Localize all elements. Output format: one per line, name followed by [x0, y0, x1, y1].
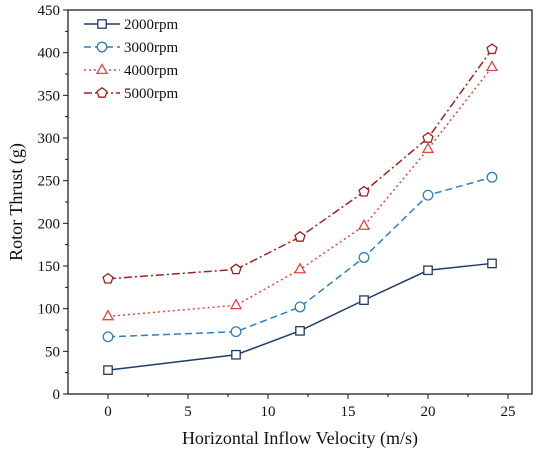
- y-tick-label: 450: [38, 3, 61, 19]
- legend-marker: [95, 63, 109, 75]
- legend-item-4000rpm: 4000rpm: [84, 63, 178, 79]
- data-point-5000rpm: [230, 263, 242, 275]
- legend: 2000rpm 3000rpm 4000rpm 5000rpm: [84, 17, 178, 102]
- data-point-4000rpm: [101, 309, 115, 321]
- legend-item-3000rpm: 3000rpm: [84, 40, 178, 56]
- series-5000rpm: [102, 43, 498, 284]
- series-4000rpm: [101, 60, 499, 321]
- y-tick-label: 250: [38, 174, 61, 190]
- data-point-4000rpm: [421, 142, 435, 154]
- series-line-2000rpm: [107, 262, 493, 371]
- data-point-3000rpm: [102, 331, 114, 343]
- y-tick-label: 300: [38, 131, 61, 147]
- data-point-5000rpm: [102, 272, 114, 284]
- legend-item-2000rpm: 2000rpm: [84, 17, 178, 33]
- data-point-3000rpm: [486, 171, 498, 183]
- legend-label: 5000rpm: [124, 86, 178, 102]
- data-point-2000rpm: [359, 295, 369, 305]
- x-tick-label: 15: [341, 404, 356, 420]
- x-tick-label: 20: [421, 404, 436, 420]
- data-point-5000rpm: [358, 185, 370, 197]
- data-point-5000rpm: [294, 230, 306, 242]
- legend-marker: [97, 19, 107, 29]
- legend-label: 2000rpm: [124, 17, 178, 33]
- series-layer: [101, 43, 499, 375]
- data-point-2000rpm: [423, 265, 433, 276]
- data-point-4000rpm: [485, 60, 499, 72]
- legend-marker: [96, 41, 108, 53]
- x-axis-title: Horizontal Inflow Velocity (m/s): [182, 428, 418, 449]
- y-tick-label: 100: [38, 302, 61, 318]
- x-tick-label: 10: [261, 404, 276, 420]
- data-point-3000rpm: [422, 189, 434, 201]
- data-point-2000rpm: [487, 258, 497, 269]
- y-axis: 0 50 100 150 200 250 300 350 400 450: [38, 3, 68, 403]
- y-tick-label: 350: [38, 88, 61, 104]
- legend-marker: [96, 86, 108, 98]
- y-tick-label: 200: [38, 216, 61, 232]
- data-point-4000rpm: [357, 218, 371, 230]
- data-point-4000rpm: [293, 262, 307, 274]
- data-point-3000rpm: [358, 252, 370, 263]
- y-tick-label: 150: [38, 259, 61, 275]
- x-axis: 0 5 10 15 20 25: [104, 394, 516, 420]
- series-2000rpm: [103, 258, 497, 375]
- data-point-5000rpm: [422, 131, 434, 143]
- data-point-2000rpm: [231, 349, 241, 360]
- data-point-3000rpm: [230, 326, 242, 338]
- series-line-4000rpm: [107, 66, 493, 318]
- y-axis-title: Rotor Thrust (g): [6, 143, 27, 261]
- legend-item-5000rpm: 5000rpm: [84, 86, 178, 102]
- series-line-3000rpm: [107, 176, 493, 338]
- series-3000rpm: [102, 171, 498, 343]
- x-tick-label: 0: [104, 404, 112, 420]
- data-point-3000rpm: [294, 301, 306, 313]
- series-line-5000rpm: [107, 48, 493, 280]
- data-point-5000rpm: [486, 43, 498, 55]
- data-point-2000rpm: [103, 365, 113, 375]
- legend-label: 3000rpm: [124, 40, 178, 56]
- legend-label: 4000rpm: [124, 63, 178, 79]
- data-point-2000rpm: [295, 326, 305, 336]
- x-tick-label: 5: [184, 404, 192, 420]
- y-tick-label: 0: [53, 387, 61, 403]
- y-tick-label: 50: [45, 344, 60, 360]
- x-tick-label: 25: [501, 404, 516, 420]
- data-point-4000rpm: [229, 298, 243, 310]
- y-tick-label: 400: [38, 46, 61, 62]
